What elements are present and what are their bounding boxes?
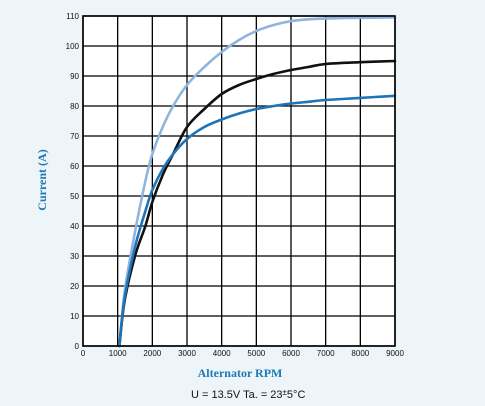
series-line-2 [118,59,397,348]
x-tick-label: 5000 [247,349,265,358]
note-main-text: U = 13.5V Ta. = 23 [191,389,283,401]
x-tick-label: 8000 [351,349,369,358]
y-tick-label: 100 [66,42,80,51]
x-tick-label: 7000 [317,349,335,358]
y-tick-label: 40 [70,222,79,231]
series-line-1 [118,16,397,348]
y-tick-label: 50 [70,192,79,201]
plot-frame [82,15,396,347]
x-tick-label: 0 [81,349,86,358]
note-tolerance: ± [283,388,288,397]
y-tick-label: 90 [70,72,79,81]
x-tick-labels: 0 1000 2000 3000 4000 5000 6000 7000 8000 9000 [81,349,405,358]
y-tick-label: 30 [70,252,79,261]
y-tick-label: 80 [70,102,79,111]
y-axis-title: Current (A) [35,149,49,210]
x-tick-label: 4000 [213,349,231,358]
y-tick-label: 10 [70,312,79,321]
series-line-3 [118,94,397,348]
y-tick-label: 70 [70,132,79,141]
note-unit: 5°C [287,389,306,401]
x-tick-label: 1000 [109,349,127,358]
x-tick-label: 3000 [178,349,196,358]
plot-background [83,16,395,346]
test-conditions-note: U = 13.5V Ta. = 23±5°C [191,388,305,401]
y-tick-label: 60 [70,162,79,171]
x-tick-label: 9000 [386,349,404,358]
y-tick-label: 0 [75,342,80,351]
y-tick-labels: 0 10 20 30 40 50 60 70 80 90 100 110 [66,12,80,351]
y-tick-label: 110 [66,12,79,21]
y-tick-label: 20 [70,282,79,291]
data-lines [118,16,397,348]
x-tick-label: 6000 [282,349,300,358]
x-axis-title: Alternator RPM [198,366,283,380]
x-tick-label: 2000 [143,349,161,358]
